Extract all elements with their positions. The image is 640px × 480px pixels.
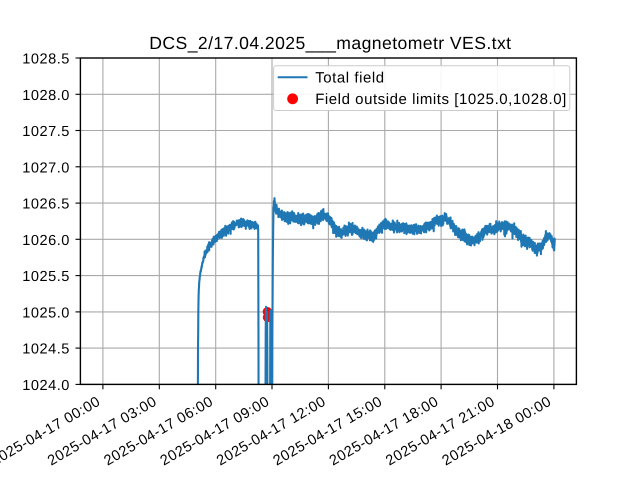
svg-text:1024.0: 1024.0 (22, 378, 70, 394)
svg-text:1027.5: 1027.5 (22, 124, 70, 140)
svg-text:Field outside limits [1025.0,1: Field outside limits [1025.0,1028.0] (315, 91, 567, 108)
svg-text:1026.5: 1026.5 (22, 197, 70, 213)
svg-text:1028.5: 1028.5 (22, 52, 70, 68)
svg-text:1025.5: 1025.5 (22, 269, 70, 285)
svg-text:Total field: Total field (315, 70, 384, 87)
svg-text:1024.5: 1024.5 (22, 342, 70, 358)
svg-text:1025.0: 1025.0 (22, 305, 70, 321)
svg-text:1027.0: 1027.0 (22, 160, 70, 176)
svg-text:1028.0: 1028.0 (22, 88, 70, 104)
svg-text:DCS_2/17.04.2025___magnetometr: DCS_2/17.04.2025___magnetometr VES.txt (149, 33, 511, 53)
svg-text:1026.0: 1026.0 (22, 233, 70, 249)
